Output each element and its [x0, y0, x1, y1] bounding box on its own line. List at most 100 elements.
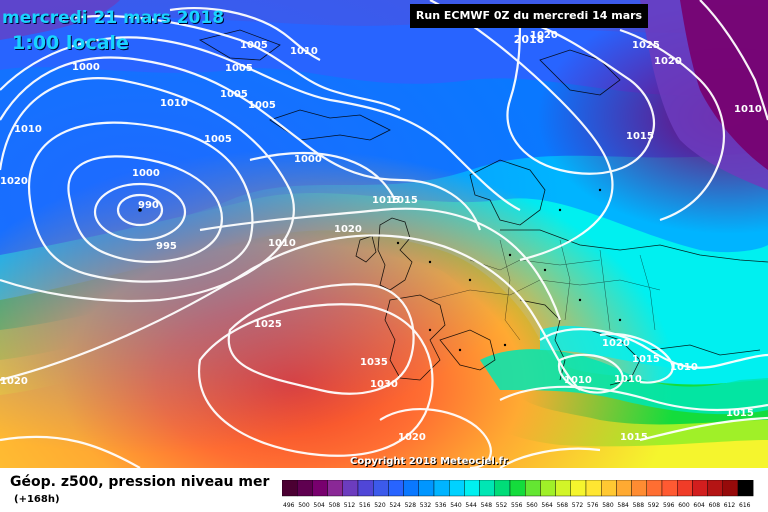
scale-swatch: [661, 480, 678, 497]
scale-swatch: [342, 480, 359, 497]
copyright: Copyright 2018 Meteociel.fr: [350, 456, 508, 467]
run-info: Run ECMWF 0Z du mercredi 14 mars 2018: [410, 4, 648, 46]
scale-label: 520: [374, 502, 386, 509]
isobar-label: 1010: [268, 238, 296, 249]
scale-swatch: [357, 480, 374, 497]
scale-label: 508: [329, 502, 341, 509]
isobar-label: 1025: [254, 319, 282, 330]
isobar-label: 1010: [670, 362, 698, 373]
isobar-label: 1005: [220, 89, 248, 100]
isobar-label: 1000: [132, 168, 160, 179]
scale-label: 532: [420, 502, 432, 509]
scale-swatch: [433, 480, 450, 497]
isobar-label: 1010: [14, 124, 42, 135]
scale-swatch: [601, 480, 617, 497]
legend-title: Géop. z500, pression niveau mer: [10, 474, 270, 490]
borders: [429, 239, 661, 341]
forecast-date: mercredi 21 mars 2018: [2, 8, 225, 28]
forecast-time: 1:00 locale: [12, 32, 129, 54]
isobar-label: 1020: [398, 432, 426, 443]
scale-label: 536: [435, 502, 447, 509]
isobar-label: 1015: [632, 354, 660, 365]
isobar-label: 990: [138, 200, 159, 211]
scale-swatch: [494, 480, 511, 497]
scale-label: 604: [693, 502, 705, 509]
isobar-label: 1000: [294, 154, 322, 165]
color-scale: 496 500 504 508 512 516 520 524 528 532 536 540 544 5…: [282, 480, 754, 509]
scale-label: 504: [313, 502, 325, 509]
scale-label: 616: [739, 502, 751, 509]
scale-swatch: [570, 480, 587, 497]
scale-swatch: [540, 480, 556, 497]
scale-label: 580: [602, 502, 614, 509]
scale-label: 608: [709, 502, 721, 509]
scale-label: 544: [465, 502, 477, 509]
isobar-labels: 1000 1005 1010 1005 1005 1005 1010 1010 …: [0, 30, 762, 443]
scale-swatch: [722, 480, 739, 497]
isobar-label: 1010: [734, 104, 762, 115]
scale-label: 564: [541, 502, 553, 509]
isobar-label: 1015: [626, 131, 654, 142]
scale-label: 552: [496, 502, 508, 509]
isobar-label: 1015: [726, 408, 754, 419]
scale-label: 512: [344, 502, 356, 509]
scale-swatch: [524, 480, 541, 497]
scale-swatch: [555, 480, 572, 497]
scale-label: 596: [663, 502, 675, 509]
isobar-label: 1020: [334, 224, 362, 235]
scale-swatch: [509, 480, 526, 497]
scale-swatch: [418, 480, 435, 497]
scale-label: 572: [572, 502, 584, 509]
isobar-label: 1015: [372, 195, 400, 206]
scale-swatch: [737, 480, 754, 497]
isobar-label: 1005: [240, 40, 268, 51]
scale-label: 524: [389, 502, 401, 509]
scale-label: 556: [511, 502, 523, 509]
city-markers: [396, 188, 622, 352]
isobar-label: 1010: [160, 98, 188, 109]
scale-swatch: [707, 480, 724, 497]
scale-label: 528: [405, 502, 417, 509]
scale-label: 548: [481, 502, 493, 509]
scale-label: 516: [359, 502, 371, 509]
isobar-label: 1010: [564, 375, 592, 386]
isobar-label: 1010: [614, 374, 642, 385]
scale-swatch: [585, 480, 602, 497]
isobar-label: 1025: [632, 40, 660, 51]
isobar-label: 1010: [290, 46, 318, 57]
isobar-label: 1020: [0, 176, 28, 187]
isobar-label: 995: [156, 241, 177, 252]
scale-swatch: [327, 480, 343, 497]
isobar-label: 1020: [654, 56, 682, 67]
scale-swatch: [631, 480, 648, 497]
isobar-label: 1005: [225, 63, 253, 74]
scale-swatch: [372, 480, 389, 497]
coastlines: [198, 29, 768, 386]
weather-map: 1000 1005 1010 1005 1005 1005 1010 1010 …: [0, 0, 768, 468]
scale-label: 560: [526, 502, 538, 509]
isobar-label: 1005: [204, 134, 232, 145]
isobar-label: 1020: [530, 30, 558, 41]
scale-label: 540: [450, 502, 462, 509]
scale-swatch: [403, 480, 419, 497]
scale-label: 500: [298, 502, 310, 509]
scale-swatch: [646, 480, 663, 497]
legend-subtitle: (+168h): [14, 494, 60, 505]
scale-label: 568: [557, 502, 569, 509]
scale-label: 600: [678, 502, 690, 509]
isobar-label: 1020: [602, 338, 630, 349]
scale-swatch: [479, 480, 496, 497]
isobars: [0, 0, 768, 468]
isobar-label: 1020: [0, 376, 28, 387]
isobar-label: 1005: [248, 100, 276, 111]
isobar-label: 1015: [620, 432, 648, 443]
scale-swatch: [312, 480, 328, 497]
scale-swatch: [296, 480, 313, 497]
isobar-label: 1000: [72, 62, 100, 73]
scale-swatch: [464, 480, 480, 497]
scale-swatch: [388, 480, 404, 497]
low-pressure-center: [138, 208, 142, 212]
scale-label: 496: [283, 502, 295, 509]
scale-label: 588: [633, 502, 645, 509]
scale-swatch: [282, 480, 298, 497]
